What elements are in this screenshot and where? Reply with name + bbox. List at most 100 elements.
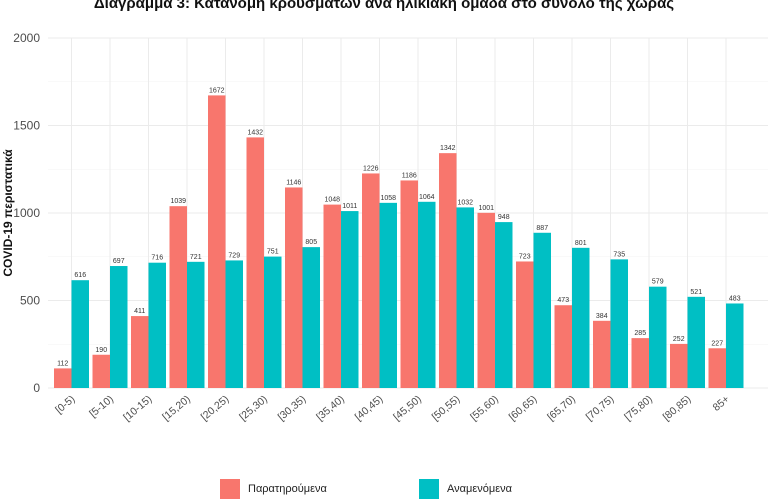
bar-expected [418, 201, 436, 388]
x-tick-label: [5-10) [87, 393, 116, 420]
data-label: 1058 [380, 195, 396, 202]
x-tick-label: [60,65) [507, 393, 540, 423]
x-axis: [0-5) [5-10) [10-15) [15,20) [20,25) [25,30)[… [53, 393, 732, 424]
data-label: 801 [575, 240, 587, 247]
y-tick-label: 500 [20, 294, 40, 308]
x-tick-label: [35,40) [314, 393, 347, 423]
legend-item-observed: Παρατηρούμενα [220, 479, 327, 499]
bar-observed [362, 173, 380, 388]
data-label: 729 [228, 252, 240, 259]
x-tick-label: [10-15) [121, 393, 154, 424]
data-label: 721 [190, 254, 202, 261]
bar-observed [670, 343, 688, 388]
y-axis-title: COVID-19 περιστατικά [1, 149, 15, 277]
x-tick-label: 85+ [711, 393, 732, 414]
data-label: 697 [113, 258, 125, 265]
data-label: 190 [95, 347, 107, 354]
y-tick-label: 0 [33, 381, 40, 395]
data-label: 751 [267, 249, 279, 256]
data-label: 1011 [342, 203, 357, 210]
bar-expected [341, 211, 359, 388]
bar-expected [264, 256, 282, 388]
bar-observed [131, 316, 149, 388]
bar-observed [593, 320, 611, 388]
data-label: 887 [536, 225, 548, 232]
data-label: 1226 [363, 165, 379, 172]
data-label: 948 [498, 214, 510, 221]
bar-expected [572, 247, 590, 388]
bar-observed [285, 187, 303, 388]
bar-observed [708, 348, 726, 388]
legend-swatch-observed [220, 479, 240, 499]
y-tick-label: 1000 [13, 206, 40, 220]
data-label: 616 [74, 272, 86, 279]
legend-label-expected: Αναμενόμενα [447, 483, 512, 495]
bar-expected [687, 296, 705, 388]
bar-expected [110, 266, 128, 388]
bar-observed [54, 368, 72, 388]
bar-expected [148, 262, 166, 388]
chart-title: Διάγραμμα 3: Κατανομή κρουσμάτων ανά ηλι… [93, 0, 675, 12]
data-label: 112 [57, 360, 68, 367]
data-label: 1039 [170, 198, 186, 205]
x-tick-label: [25,30) [237, 393, 270, 423]
data-label: 716 [151, 255, 163, 262]
bar-expected [187, 261, 205, 388]
y-tick-label: 2000 [13, 31, 40, 45]
bar-expected [379, 202, 397, 388]
x-tick-label: [80,85) [661, 393, 694, 423]
data-label: 521 [690, 289, 702, 296]
legend-item-expected: Αναμενόμενα [419, 479, 512, 499]
bar-expected [71, 280, 89, 388]
bar-observed [246, 137, 264, 388]
x-tick-label: [65,70) [545, 393, 578, 423]
bar-observed [169, 206, 187, 388]
legend: Παρατηρούμενα Αναμενόμενα [0, 479, 768, 501]
x-tick-label: [70,75) [584, 393, 617, 423]
bar-expected [726, 303, 744, 388]
legend-label-observed: Παρατηρούμενα [248, 483, 327, 495]
bar-observed [631, 338, 649, 388]
data-label: 252 [673, 336, 685, 343]
data-label: 384 [596, 313, 608, 320]
bar-expected [302, 247, 320, 388]
bar-expected [495, 222, 513, 388]
x-tick-label: [50,55) [430, 393, 463, 423]
data-label: 579 [652, 279, 664, 286]
bar-expected [225, 260, 243, 388]
data-label: 285 [634, 330, 646, 337]
bar-observed [516, 261, 534, 388]
data-label: 1001 [478, 205, 494, 212]
data-label: 805 [305, 239, 317, 246]
x-tick-label: [45,50) [391, 393, 424, 423]
bar-observed [477, 212, 495, 388]
bars-layer [54, 95, 744, 389]
bar-expected [649, 286, 667, 388]
bar-observed [323, 204, 341, 388]
data-label: 723 [519, 253, 531, 260]
bar-expected [533, 232, 551, 388]
bar-observed [554, 305, 572, 388]
legend-swatch-expected [419, 479, 439, 499]
data-label: 1186 [402, 172, 417, 179]
data-label: 735 [613, 251, 625, 258]
bar-observed [400, 180, 418, 388]
bar-expected [610, 259, 628, 388]
data-label: 1432 [247, 129, 263, 136]
data-label: 1342 [440, 145, 456, 152]
data-label: 1048 [324, 197, 340, 204]
y-tick-label: 1500 [13, 119, 40, 133]
x-tick-label: [30,35) [276, 393, 309, 423]
data-label: 1672 [209, 87, 225, 94]
data-label: 411 [134, 308, 145, 315]
x-tick-label: [55,60) [468, 393, 501, 423]
x-tick-label: [20,25) [199, 393, 232, 423]
x-tick-label: [15,20) [160, 393, 193, 423]
x-tick-label: [0-5) [53, 393, 77, 416]
data-label: 1064 [419, 194, 435, 201]
x-tick-label: [75,80) [622, 393, 655, 423]
bar-chart: 112 190 411 1039 1672 1432 1146 1048 1226 1186 134… [1, 31, 768, 424]
data-label: 473 [557, 297, 569, 304]
data-label: 227 [711, 340, 723, 347]
data-label: 1032 [457, 199, 473, 206]
